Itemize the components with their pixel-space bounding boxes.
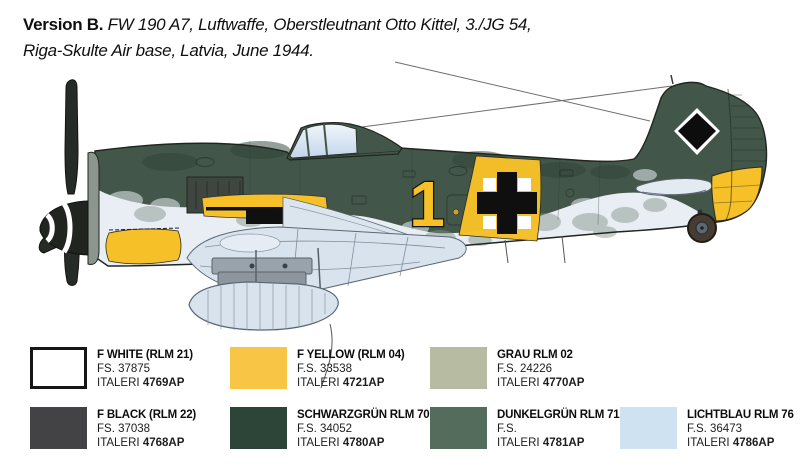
rudder-ribs [713, 94, 766, 204]
spinner [39, 200, 89, 256]
color-swatch [230, 347, 287, 389]
drop-tank-body [188, 281, 339, 331]
color-swatch [620, 407, 677, 449]
propeller [38, 79, 81, 286]
paint-name: SCHWARZGRÜN RLM 70 [297, 409, 430, 421]
horizontal-stabilizer [635, 178, 713, 196]
version-description-line2: Riga-Skulte Air base, Latvia, June 1944. [23, 41, 314, 60]
canopy [286, 122, 403, 161]
paint-name: F YELLOW (RLM 04) [297, 349, 405, 361]
tactical-number: 1 [409, 168, 445, 240]
cowl-yellow-panel [105, 228, 182, 265]
drop-tank [188, 247, 339, 389]
paint-brand-code: ITALERI 4770AP [497, 377, 585, 389]
elevator-line [641, 189, 707, 195]
legend-spacer [620, 347, 790, 390]
rudder-hinge-line [725, 88, 733, 221]
paint-swatch-f-yellow: F YELLOW (RLM 04) F.S. 33538 ITALERI 472… [230, 347, 430, 390]
canopy-mid-frame [323, 123, 328, 156]
paint-name: F BLACK (RLM 22) [97, 409, 197, 421]
fuel-filler-cap [452, 208, 460, 216]
windscreen-frame [305, 127, 310, 157]
paint-name: F WHITE (RLM 21) [97, 349, 193, 361]
paint-brand-code: ITALERI 4780AP [297, 437, 385, 449]
wingtip-black-rectangle [246, 209, 288, 224]
paint-fs-code: F.S. 24226 [497, 363, 552, 375]
paint-fs-code: F.S. 34052 [297, 423, 352, 435]
antenna-wires [361, 61, 673, 128]
paint-brand-code: ITALERI 4769AP [97, 377, 185, 389]
paint-brand-code: ITALERI 4786AP [687, 437, 775, 449]
balkenkreuz [477, 172, 537, 234]
version-label: Version B. [23, 15, 104, 34]
paint-fs-code: F.S. 33538 [297, 363, 352, 375]
propeller-blade-top [64, 79, 79, 195]
fin-antenna-stub [670, 74, 674, 85]
color-swatch [30, 407, 87, 449]
paint-fs-code: FS. 37875 [97, 363, 151, 375]
version-header: Version B. FW 190 A7, Luftwaffe, Oberstl… [23, 12, 532, 64]
paint-name: GRAU RLM 02 [497, 349, 573, 361]
paint-fs-code: F.S. 36473 [687, 423, 742, 435]
rudder-yellow-tip [711, 166, 763, 222]
drop-tank-ribs [207, 283, 326, 330]
paint-swatch-f-white: F WHITE (RLM 21) FS. 37875 ITALERI 4769A… [30, 347, 230, 390]
tail [635, 74, 766, 243]
paint-swatch-schwarzgruen-rlm70: SCHWARZGRÜN RLM 70 F.S. 34052 ITALERI 47… [230, 407, 430, 450]
color-swatch [30, 347, 87, 389]
paint-name: DUNKELGRÜN RLM 71 [497, 409, 620, 421]
fuselage-markings: 1 [408, 155, 542, 242]
paint-brand-code: ITALERI 4781AP [497, 437, 585, 449]
diamond-emblem [674, 108, 720, 155]
color-swatch [230, 407, 287, 449]
cowl-front-ring [87, 151, 100, 265]
paint-swatch-dunkelgruen-rlm71: DUNKELGRÜN RLM 71 F.S. ITALERI 4781AP [430, 407, 620, 450]
paint-swatch-grau-rlm02: GRAU RLM 02 F.S. 24226 ITALERI 4770AP [430, 347, 620, 390]
wingtip-black-stripe [206, 207, 318, 211]
paint-legend: F WHITE (RLM 21) FS. 37875 ITALERI 4769A… [30, 347, 794, 450]
belly-antenna-rods [504, 235, 566, 264]
spinner-spiral [45, 202, 73, 254]
paint-brand-code: ITALERI 4768AP [97, 437, 185, 449]
color-swatch [430, 347, 487, 389]
paint-fs-code: FS. 37038 [97, 423, 151, 435]
paint-swatch-lichtblau-rlm76: LICHTBLAU RLM 76 F.S. 36473 ITALERI 4786… [620, 407, 794, 450]
paint-swatch-f-black: F BLACK (RLM 22) FS. 37038 ITALERI 4768A… [30, 407, 230, 450]
wheel-well-bulge [219, 233, 281, 253]
paint-name: LICHTBLAU RLM 76 [687, 409, 794, 421]
diamond-black [678, 113, 716, 150]
version-description-line1: FW 190 A7, Luftwaffe, Oberstleutnant Ott… [107, 15, 532, 34]
canopy-sill [289, 150, 401, 160]
paint-brand-code: ITALERI 4721AP [297, 377, 385, 389]
tank-antenna-wire [320, 323, 333, 389]
color-swatch [430, 407, 487, 449]
paint-fs-code: F.S. [497, 423, 517, 435]
access-hatches [195, 157, 575, 226]
tail-wheel [687, 209, 717, 243]
